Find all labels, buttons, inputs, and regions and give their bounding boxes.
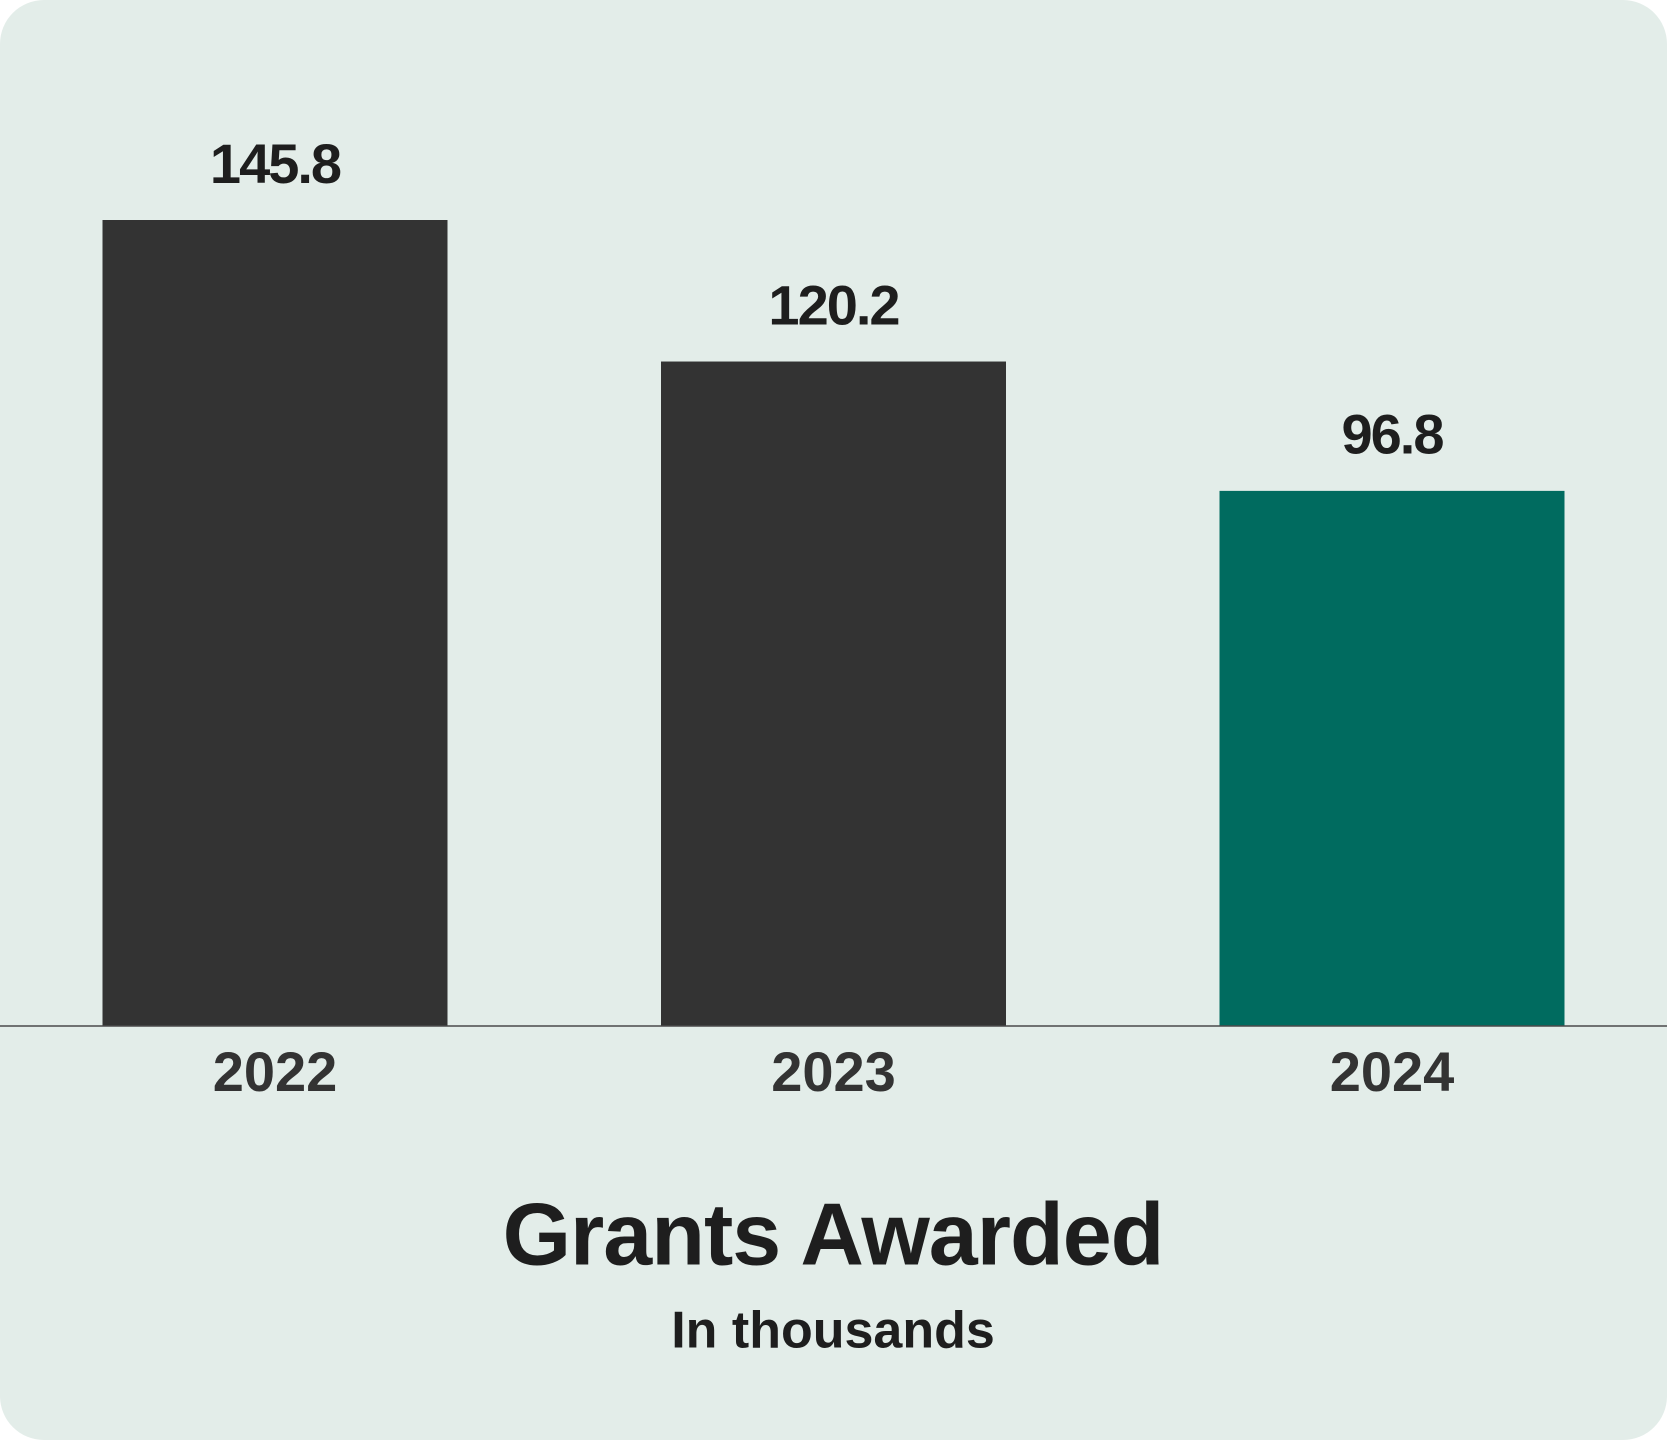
chart-title: Grants Awarded: [503, 1184, 1164, 1283]
x-tick-label: 2022: [213, 1040, 338, 1103]
x-tick-label: 2023: [771, 1040, 896, 1103]
bar: [661, 361, 1006, 1026]
value-label: 145.8: [210, 132, 341, 195]
value-label: 96.8: [1342, 403, 1444, 466]
bar: [1219, 490, 1565, 1026]
value-label: 120.2: [768, 273, 898, 336]
x-tick-label: 2024: [1330, 1040, 1455, 1103]
bar: [102, 220, 448, 1026]
chart-subtitle: In thousands: [671, 1302, 995, 1360]
bars: [102, 220, 1565, 1026]
